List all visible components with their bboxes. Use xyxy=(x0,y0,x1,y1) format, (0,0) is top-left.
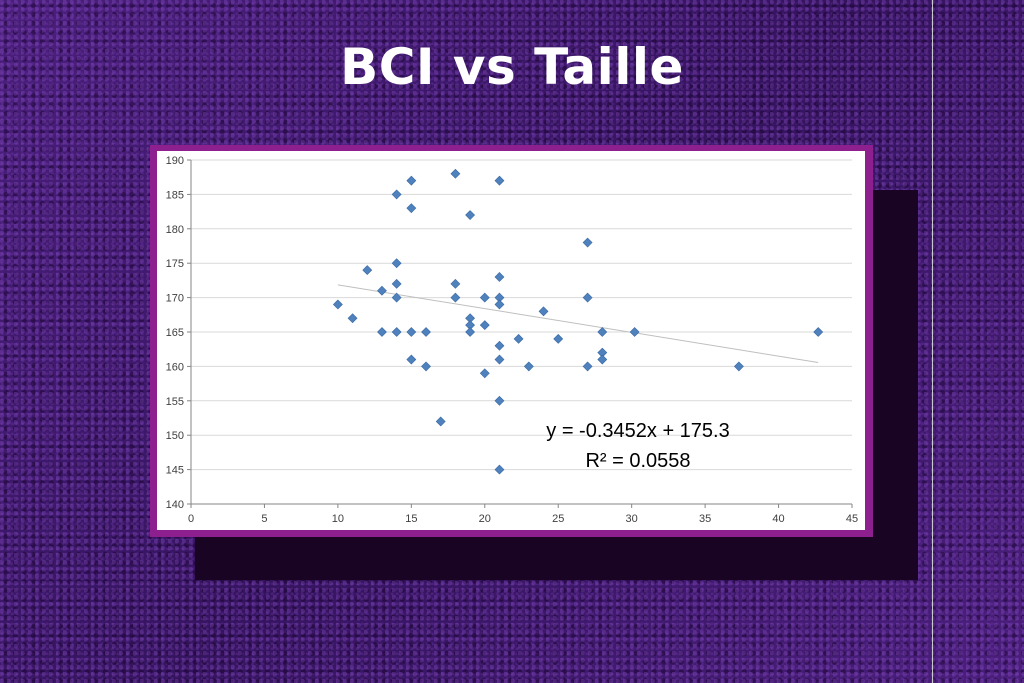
x-tick-label: 40 xyxy=(772,513,784,525)
data-point xyxy=(391,258,402,269)
trendline-equation: y = -0.3452x + 175.3 xyxy=(546,420,729,442)
data-point xyxy=(582,292,593,303)
axes xyxy=(187,159,853,508)
y-tick-label: 145 xyxy=(166,465,184,477)
y-tick-label: 185 xyxy=(166,189,184,201)
x-tick-label: 20 xyxy=(479,513,491,525)
data-point xyxy=(332,299,343,310)
data-point xyxy=(362,265,373,276)
tick-labels: 140 145 150 155 160 165 170 175 180 185 190 0 5 10 15 2… xyxy=(166,155,858,525)
data-point xyxy=(629,327,640,337)
data-point xyxy=(421,327,431,337)
data-point xyxy=(494,175,505,186)
data-point xyxy=(494,464,505,475)
x-tick-label: 5 xyxy=(261,513,267,525)
data-point xyxy=(479,368,490,379)
data-point xyxy=(406,354,417,365)
trendline xyxy=(337,284,819,364)
data-point xyxy=(391,278,402,289)
data-points xyxy=(332,168,824,475)
data-point xyxy=(597,354,608,365)
y-tick-label: 140 xyxy=(166,499,184,511)
x-tick-label: 35 xyxy=(699,513,711,525)
x-tick-label: 30 xyxy=(626,513,638,525)
data-point xyxy=(450,292,461,303)
y-tick-label: 155 xyxy=(166,396,184,408)
data-point xyxy=(553,333,564,344)
slide-title: BCI vs Taille xyxy=(340,38,684,96)
data-point xyxy=(406,175,417,186)
data-point xyxy=(813,327,824,337)
data-point xyxy=(450,278,461,289)
data-point xyxy=(597,327,608,337)
data-point xyxy=(582,361,593,372)
data-point xyxy=(494,299,505,310)
x-tick-label: 15 xyxy=(405,513,417,525)
data-point xyxy=(494,272,505,282)
chart-panel: 140 145 150 155 160 165 170 175 180 185 190 0 5 10 15 2… xyxy=(157,151,865,530)
data-point xyxy=(479,320,490,331)
y-tick-label: 165 xyxy=(166,327,184,339)
data-point xyxy=(421,361,431,372)
x-tick-label: 25 xyxy=(552,513,564,525)
data-point xyxy=(435,416,446,427)
data-point xyxy=(450,168,461,179)
data-point xyxy=(523,361,534,372)
y-tick-label: 170 xyxy=(166,293,184,305)
data-point xyxy=(733,361,744,372)
data-point xyxy=(465,327,476,337)
x-tick-label: 45 xyxy=(846,513,858,525)
data-point xyxy=(538,306,549,317)
data-point xyxy=(391,292,402,303)
y-tick-label: 160 xyxy=(166,361,184,373)
grid-lines xyxy=(191,159,852,505)
data-point xyxy=(347,313,358,324)
data-point xyxy=(377,285,387,296)
slide-edge-divider xyxy=(932,0,933,683)
trendline-r-squared: R² = 0.0558 xyxy=(585,450,690,472)
data-point xyxy=(406,327,417,337)
scatter-chart: 140 145 150 155 160 165 170 175 180 185 190 0 5 10 15 2… xyxy=(166,155,858,525)
y-tick-label: 180 xyxy=(166,224,184,236)
data-point xyxy=(479,292,490,303)
x-tick-label: 0 xyxy=(188,513,194,525)
data-point xyxy=(513,333,524,344)
data-point xyxy=(582,237,593,248)
data-point xyxy=(406,203,417,214)
data-point xyxy=(494,395,505,406)
x-tick-label: 10 xyxy=(332,513,344,525)
data-point xyxy=(465,210,476,220)
data-point xyxy=(377,327,387,337)
data-point xyxy=(391,327,402,337)
data-point xyxy=(494,340,505,351)
y-tick-label: 150 xyxy=(166,430,184,442)
data-point xyxy=(494,354,505,365)
data-point xyxy=(391,189,402,200)
y-tick-label: 190 xyxy=(166,155,184,167)
y-tick-label: 175 xyxy=(166,258,184,270)
